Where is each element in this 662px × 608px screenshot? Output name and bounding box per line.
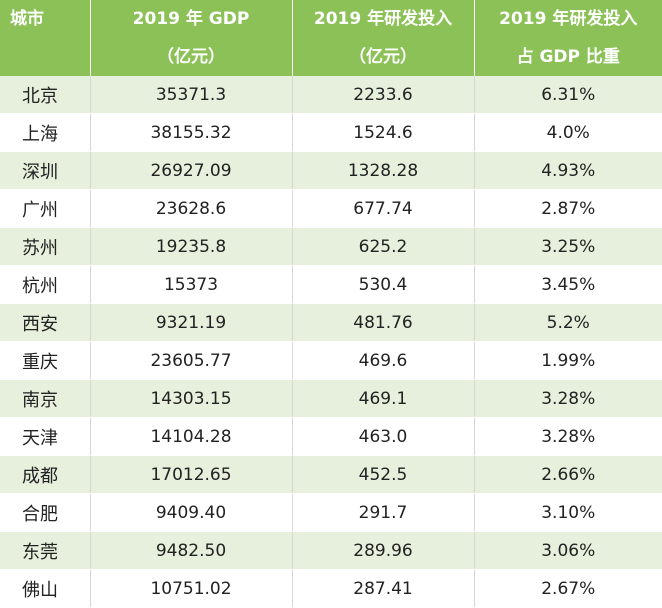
rd-cell: 452.5 <box>292 455 475 494</box>
gdp-cell: 35371.3 <box>90 76 293 114</box>
table-row: 东莞 9482.50 289.96 3.06% <box>0 531 662 570</box>
table-row: 上海 38155.32 1524.6 4.0% <box>0 113 662 152</box>
table-header: 城市 2019 年 GDP 2019 年研发投入 2019 年研发投入 （亿元）… <box>0 0 662 76</box>
gdp-cell: 26927.09 <box>90 151 293 190</box>
header-rd-line2: （亿元） <box>292 38 475 76</box>
ratio-cell: 3.28% <box>474 417 662 456</box>
city-cell: 东莞 <box>0 531 91 570</box>
gdp-cell: 9321.19 <box>90 303 293 342</box>
ratio-cell: 2.66% <box>474 455 662 494</box>
gdp-cell: 9482.50 <box>90 531 293 570</box>
header-city-blank <box>0 38 91 76</box>
ratio-cell: 4.93% <box>474 151 662 190</box>
table-row: 杭州 15373 530.4 3.45% <box>0 265 662 304</box>
rd-cell: 469.6 <box>292 341 475 380</box>
gdp-cell: 23605.77 <box>90 341 293 380</box>
ratio-cell: 3.45% <box>474 265 662 304</box>
rd-cell: 481.76 <box>292 303 475 342</box>
rd-cell: 677.74 <box>292 189 475 228</box>
ratio-cell: 1.99% <box>474 341 662 380</box>
gdp-cell: 38155.32 <box>90 113 293 152</box>
table-row: 西安 9321.19 481.76 5.2% <box>0 303 662 342</box>
city-cell: 上海 <box>0 113 91 152</box>
header-ratio-line1: 2019 年研发投入 <box>474 0 662 38</box>
table-row: 北京 35371.3 2233.6 6.31% <box>0 76 662 114</box>
header-gdp-line1: 2019 年 GDP <box>90 0 293 38</box>
ratio-cell: 3.25% <box>474 227 662 266</box>
ratio-cell: 2.87% <box>474 189 662 228</box>
rd-cell: 625.2 <box>292 227 475 266</box>
city-cell: 西安 <box>0 303 91 342</box>
rd-cell: 463.0 <box>292 417 475 456</box>
rd-cell: 289.96 <box>292 531 475 570</box>
rd-cell: 1524.6 <box>292 113 475 152</box>
ratio-cell: 3.28% <box>474 379 662 418</box>
gdp-cell: 14104.28 <box>90 417 293 456</box>
gdp-cell: 23628.6 <box>90 189 293 228</box>
city-cell: 成都 <box>0 455 91 494</box>
ratio-cell: 3.06% <box>474 531 662 570</box>
table-row: 成都 17012.65 452.5 2.66% <box>0 455 662 494</box>
city-cell: 苏州 <box>0 227 91 266</box>
ratio-cell: 6.31% <box>474 76 662 114</box>
header-gdp-line2: （亿元） <box>90 38 293 76</box>
city-cell: 合肥 <box>0 493 91 532</box>
table-row: 苏州 19235.8 625.2 3.25% <box>0 227 662 266</box>
gdp-cell: 15373 <box>90 265 293 304</box>
city-cell: 广州 <box>0 189 91 228</box>
rd-cell: 469.1 <box>292 379 475 418</box>
table-row: 天津 14104.28 463.0 3.28% <box>0 417 662 456</box>
gdp-cell: 17012.65 <box>90 455 293 494</box>
header-city: 城市 <box>0 0 91 38</box>
table-row: 合肥 9409.40 291.7 3.10% <box>0 493 662 532</box>
city-cell: 杭州 <box>0 265 91 304</box>
gdp-cell: 9409.40 <box>90 493 293 532</box>
table-row: 广州 23628.6 677.74 2.87% <box>0 189 662 228</box>
gdp-cell: 14303.15 <box>90 379 293 418</box>
rd-cell: 530.4 <box>292 265 475 304</box>
city-cell: 深圳 <box>0 151 91 190</box>
city-cell: 天津 <box>0 417 91 456</box>
rd-cell: 2233.6 <box>292 76 475 114</box>
table-body: 北京 35371.3 2233.6 6.31% 上海 38155.32 1524.6 4.0%… <box>0 76 662 608</box>
ratio-cell: 3.10% <box>474 493 662 532</box>
city-cell: 南京 <box>0 379 91 418</box>
gdp-cell: 19235.8 <box>90 227 293 266</box>
ratio-cell: 4.0% <box>474 113 662 152</box>
table-row: 南京 14303.15 469.1 3.28% <box>0 379 662 418</box>
rd-cell: 291.7 <box>292 493 475 532</box>
header-rd-line1: 2019 年研发投入 <box>292 0 475 38</box>
table-row: 深圳 26927.09 1328.28 4.93% <box>0 151 662 190</box>
city-cell: 重庆 <box>0 341 91 380</box>
table-row: 重庆 23605.77 469.6 1.99% <box>0 341 662 380</box>
rd-cell: 1328.28 <box>292 151 475 190</box>
city-cell: 北京 <box>0 76 91 114</box>
ratio-cell: 5.2% <box>474 303 662 342</box>
header-ratio-line2: 占 GDP 比重 <box>474 38 662 76</box>
